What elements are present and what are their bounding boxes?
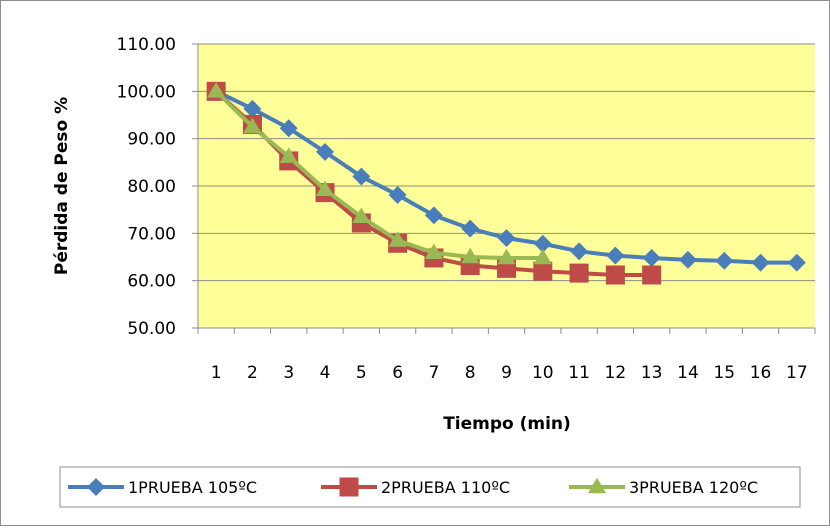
data-point xyxy=(679,250,697,269)
x-axis-title: Tiempo (min) xyxy=(443,414,571,434)
y-tick-label: 90.00 xyxy=(127,130,176,150)
x-tick-label: 2 xyxy=(247,363,258,383)
legend-item: 3PRUEBA 120ºC xyxy=(569,477,758,497)
x-tick-label: 8 xyxy=(465,363,476,383)
x-tick-labels: 1 2 3 4 5 6 7 8 9 10 11 12 13 14 15 16 17 xyxy=(211,363,808,383)
legend-item: 2PRUEBA 110ºC xyxy=(321,477,510,497)
data-point xyxy=(606,246,625,265)
data-point xyxy=(352,207,371,224)
y-tick-label: 60.00 xyxy=(127,272,176,292)
y-axis-title: Pérdida de Peso % xyxy=(52,97,72,275)
x-tick-label: 6 xyxy=(392,363,403,383)
y-tick-label: 100.00 xyxy=(117,82,176,102)
data-point xyxy=(243,117,262,134)
x-tick-label: 4 xyxy=(320,363,331,383)
legend-label: 3PRUEBA 120ºC xyxy=(629,478,758,497)
x-tick-label: 13 xyxy=(641,363,663,383)
data-point xyxy=(207,82,226,98)
data-point xyxy=(461,219,480,238)
data-point xyxy=(569,263,589,283)
x-tick-label: 11 xyxy=(568,363,590,383)
legend-label: 2PRUEBA 110ºC xyxy=(381,478,510,497)
x-tick-label: 15 xyxy=(713,363,735,383)
y-tick-label: 50.00 xyxy=(127,319,176,339)
legend-marker xyxy=(87,478,105,496)
data-point xyxy=(424,243,444,260)
legend-label: 1PRUEBA 105ºC xyxy=(128,478,257,497)
data-point xyxy=(461,247,480,264)
data-point xyxy=(605,265,625,285)
data-point xyxy=(424,206,443,225)
data-point xyxy=(497,248,516,265)
data-point xyxy=(279,147,298,163)
series-group xyxy=(206,81,806,285)
data-point xyxy=(316,142,334,161)
data-point xyxy=(787,253,806,272)
data-point xyxy=(533,248,552,265)
data-point xyxy=(751,253,770,272)
y-tick-labels: 50.00 60.00 70.00 80.00 90.00 100.00 110.00 xyxy=(117,35,176,339)
legend-marker xyxy=(587,477,607,494)
x-tick-label: 1 xyxy=(211,363,222,383)
x-tick-label: 14 xyxy=(677,363,699,383)
x-tick-label: 17 xyxy=(786,363,808,383)
x-tick-label: 5 xyxy=(356,363,367,383)
legend-box xyxy=(59,466,801,508)
x-tick-label: 10 xyxy=(532,363,554,383)
x-tick-label: 3 xyxy=(283,363,294,383)
data-point xyxy=(388,186,407,204)
data-point xyxy=(715,251,734,270)
x-tick-label: 9 xyxy=(501,363,512,383)
legend-marker xyxy=(339,477,359,497)
data-point xyxy=(279,119,298,138)
data-point xyxy=(533,261,553,281)
legend: 1PRUEBA 105ºC 2PRUEBA 110ºC 3PRUEBA 120ºC xyxy=(68,477,758,497)
series-3 xyxy=(207,82,552,265)
data-point xyxy=(315,180,335,197)
x-tick-label: 12 xyxy=(605,363,627,383)
x-tick-label: 16 xyxy=(750,363,772,383)
data-point xyxy=(570,242,589,261)
x-tick-label: 7 xyxy=(428,363,439,383)
legend-item: 1PRUEBA 105ºC xyxy=(68,478,257,497)
series-line xyxy=(214,89,543,260)
y-tick-label: 80.00 xyxy=(127,177,176,197)
data-point xyxy=(388,231,407,247)
y-tick-label: 70.00 xyxy=(127,224,176,244)
y-tick-label: 110.00 xyxy=(117,35,176,55)
axes xyxy=(192,43,816,334)
data-point xyxy=(497,229,516,248)
data-point xyxy=(642,265,662,285)
data-point xyxy=(352,167,371,186)
